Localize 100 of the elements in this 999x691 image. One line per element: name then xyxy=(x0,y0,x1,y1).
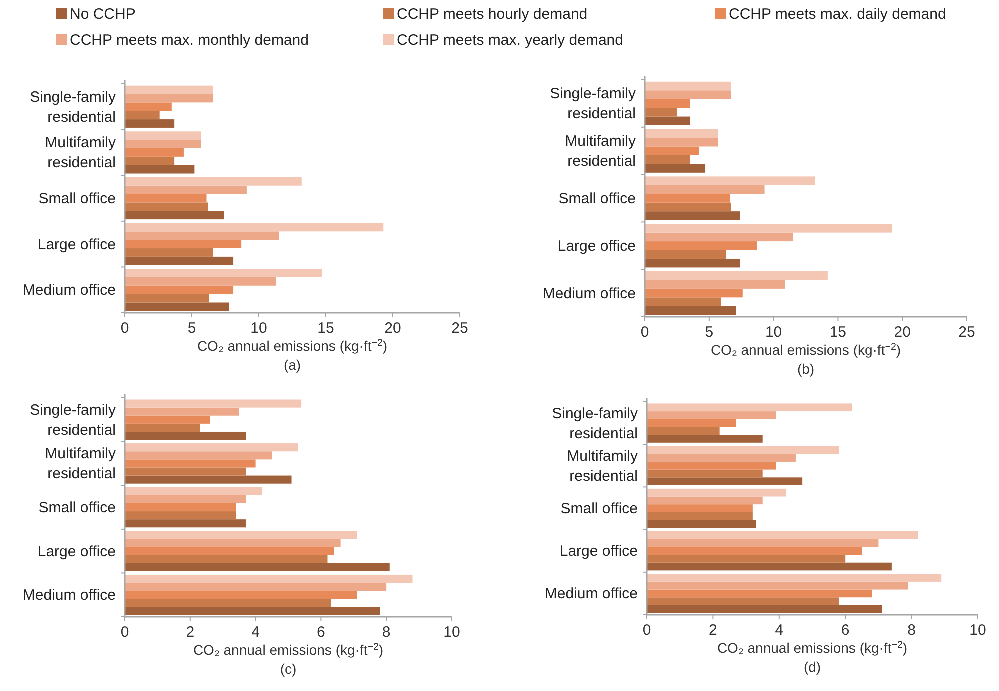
bar xyxy=(647,574,942,582)
bar xyxy=(125,120,175,128)
x-tick-label: 4 xyxy=(775,622,784,639)
bar xyxy=(647,454,796,462)
bar xyxy=(125,202,208,212)
y-tick-label: Small office xyxy=(38,500,116,516)
y-tick-label: Multifamily residential xyxy=(45,446,116,483)
bar xyxy=(645,212,740,220)
bar xyxy=(647,590,872,598)
bar xyxy=(125,555,328,564)
legend-label: CCHP meets hourly demand xyxy=(397,6,588,23)
bar xyxy=(125,302,230,312)
bar xyxy=(125,460,256,468)
x-tick-label: 0 xyxy=(120,624,130,641)
x-tick-label: 0 xyxy=(120,320,130,337)
bar xyxy=(645,99,690,108)
bar xyxy=(125,294,210,303)
bar xyxy=(647,555,846,563)
bar xyxy=(125,400,302,408)
bar xyxy=(647,547,862,556)
bar xyxy=(125,416,210,424)
y-tick-label: Small office xyxy=(558,190,636,208)
x-tick-label: 10 xyxy=(444,624,460,641)
bar xyxy=(645,224,892,233)
bar xyxy=(125,277,276,286)
bar xyxy=(645,306,736,316)
bar xyxy=(125,424,200,432)
bar xyxy=(647,470,763,478)
bar xyxy=(125,574,413,584)
bar xyxy=(645,138,718,147)
bar xyxy=(647,404,852,412)
text: (b) xyxy=(797,361,815,377)
bar xyxy=(645,146,700,156)
bar xyxy=(125,487,262,496)
bar xyxy=(125,211,224,220)
bar xyxy=(125,476,292,484)
bar xyxy=(645,271,828,280)
y-tick-label: Single-family residential xyxy=(30,88,116,126)
text: (c) xyxy=(280,661,297,677)
text: (d) xyxy=(804,659,822,675)
bar xyxy=(125,86,214,94)
bar xyxy=(125,177,302,186)
y-tick-label: Large office xyxy=(560,543,638,560)
bar xyxy=(645,202,732,212)
bar xyxy=(645,90,732,100)
text: (a) xyxy=(284,357,302,373)
bar xyxy=(125,408,240,416)
bar xyxy=(125,468,246,476)
y-tick-label: Medium office xyxy=(542,285,636,302)
y-tick-label: Medium office xyxy=(22,587,116,604)
bar xyxy=(647,532,918,540)
x-tick-label: 5 xyxy=(188,320,196,337)
x-axis-title: CO₂ annual emissions (kg·ft$^{−2}$) xyxy=(197,338,388,354)
bar xyxy=(645,82,732,91)
bar xyxy=(645,116,690,126)
bar xyxy=(647,462,776,470)
x-tick-label: 25 xyxy=(958,324,976,341)
bar xyxy=(125,140,202,148)
bar xyxy=(647,539,879,548)
x-tick-label: 10 xyxy=(765,324,782,341)
bar xyxy=(125,432,246,440)
bar xyxy=(125,563,390,572)
x-tick-label: 0 xyxy=(640,324,650,341)
bar xyxy=(645,250,726,259)
bar xyxy=(647,435,763,443)
y-tick-label: Large office xyxy=(38,543,116,560)
y-tick-label: Multifamily residential xyxy=(45,134,116,172)
bar xyxy=(125,591,358,600)
bar xyxy=(125,148,184,157)
x-tick-label: 25 xyxy=(452,320,468,337)
bar xyxy=(125,286,234,294)
y-tick-label: Multifamily residential xyxy=(567,448,638,485)
bar xyxy=(125,531,358,540)
bar xyxy=(125,186,247,194)
bar xyxy=(645,298,721,306)
x-tick-label: 2 xyxy=(709,622,718,639)
bar xyxy=(125,512,236,520)
y-tick-label: Medium office xyxy=(22,282,116,300)
bar xyxy=(125,232,280,240)
x-tick-label: 6 xyxy=(841,622,850,639)
bar xyxy=(647,598,839,606)
bar xyxy=(645,129,718,138)
bar xyxy=(645,232,794,242)
bar xyxy=(647,478,803,486)
bar xyxy=(125,269,322,278)
x-axis-title: CO₂ annual emissions (kg·ft$^{−2}$) xyxy=(193,642,384,658)
bar xyxy=(645,155,690,164)
bar xyxy=(645,108,678,117)
y-tick-label: Multifamily residential xyxy=(565,133,636,170)
x-tick-label: 0 xyxy=(642,622,652,639)
x-tick-label: 8 xyxy=(382,624,391,641)
y-tick-label: Large office xyxy=(38,236,116,254)
bar xyxy=(125,599,332,608)
bar xyxy=(647,427,720,436)
bar xyxy=(125,539,341,548)
bar xyxy=(647,504,753,512)
y-tick-label: Small office xyxy=(38,190,116,208)
bar xyxy=(645,194,730,203)
bar xyxy=(645,258,740,268)
bar xyxy=(125,547,334,556)
